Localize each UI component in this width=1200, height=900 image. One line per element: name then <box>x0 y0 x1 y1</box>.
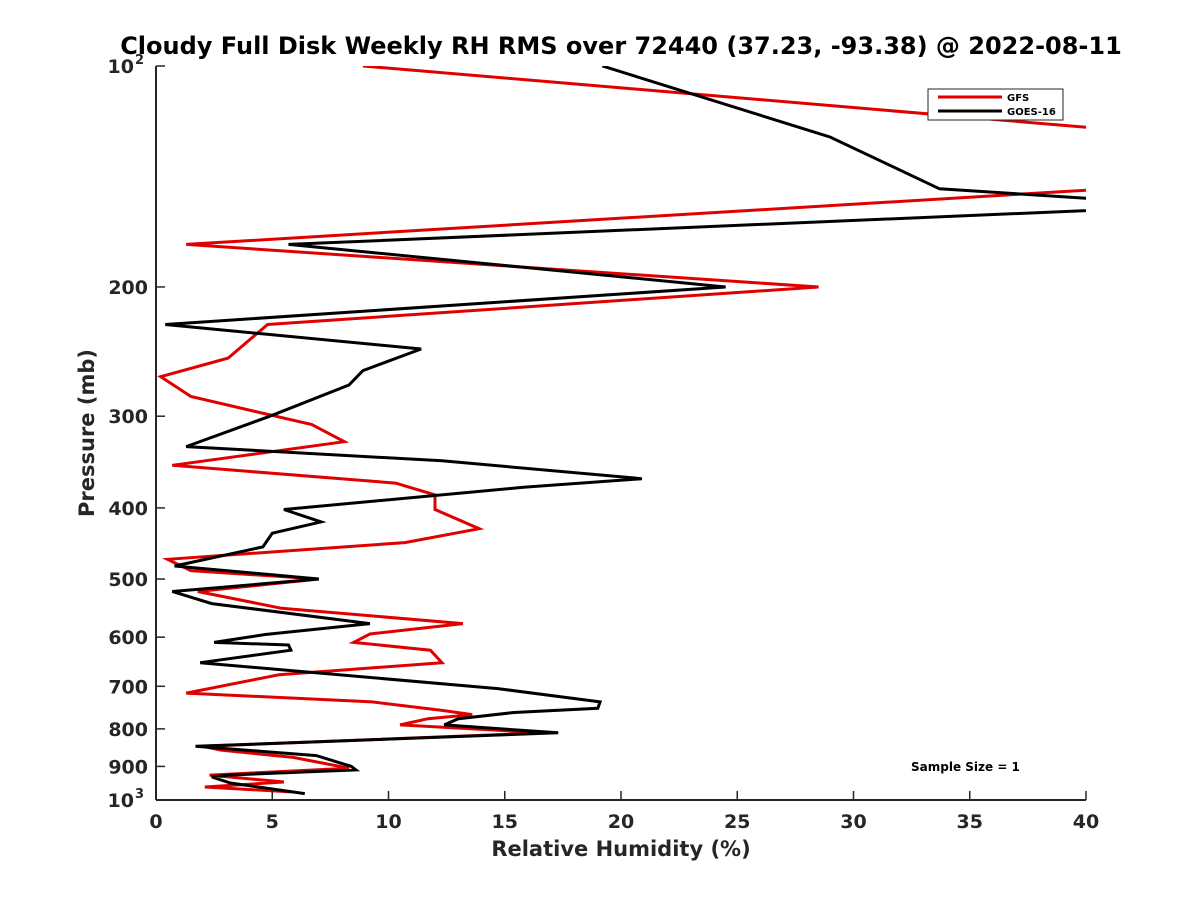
y-tick-label: 800 <box>108 719 148 741</box>
legend-label-gfs: GFS <box>1007 93 1029 104</box>
chart-title: Cloudy Full Disk Weekly RH RMS over 7244… <box>120 32 1122 60</box>
y-tick-label: 10 <box>108 790 134 812</box>
y-axis-label: Pressure (mb) <box>75 349 99 517</box>
x-axis-label: Relative Humidity (%) <box>491 837 750 861</box>
y-tick-label: 900 <box>108 756 148 778</box>
series-layer <box>157 66 1086 796</box>
x-tick-label: 30 <box>840 811 866 833</box>
series-line-goes16 <box>165 66 1086 796</box>
x-tick-label: 25 <box>724 811 750 833</box>
y-tick-label: 10 <box>108 56 134 78</box>
legend-box <box>927 88 1064 121</box>
y-tick-label: 200 <box>108 277 148 299</box>
legend-label-goes16: GOES-16 <box>1007 107 1056 118</box>
x-tick-label: 15 <box>492 811 518 833</box>
y-tick-label: 700 <box>108 676 148 698</box>
x-ticks: 0 5 10 15 20 25 30 35 40 <box>149 791 1099 833</box>
y-tick-label: 300 <box>108 406 148 428</box>
x-tick-label: 35 <box>957 811 983 833</box>
y-tick-exponent: 3 <box>135 787 144 802</box>
y-tick-label: 600 <box>108 627 148 649</box>
x-tick-label: 0 <box>149 811 162 833</box>
x-tick-label: 5 <box>266 811 279 833</box>
x-tick-label: 10 <box>375 811 401 833</box>
y-tick-exponent: 2 <box>135 53 144 68</box>
sample-size-annotation: Sample Size = 1 <box>911 760 1020 774</box>
x-tick-label: 40 <box>1073 811 1099 833</box>
y-tick-label: 500 <box>108 569 148 591</box>
y-tick-label: 400 <box>108 498 148 520</box>
legend: GFS GOES-16 <box>927 88 1064 121</box>
x-tick-label: 20 <box>608 811 634 833</box>
